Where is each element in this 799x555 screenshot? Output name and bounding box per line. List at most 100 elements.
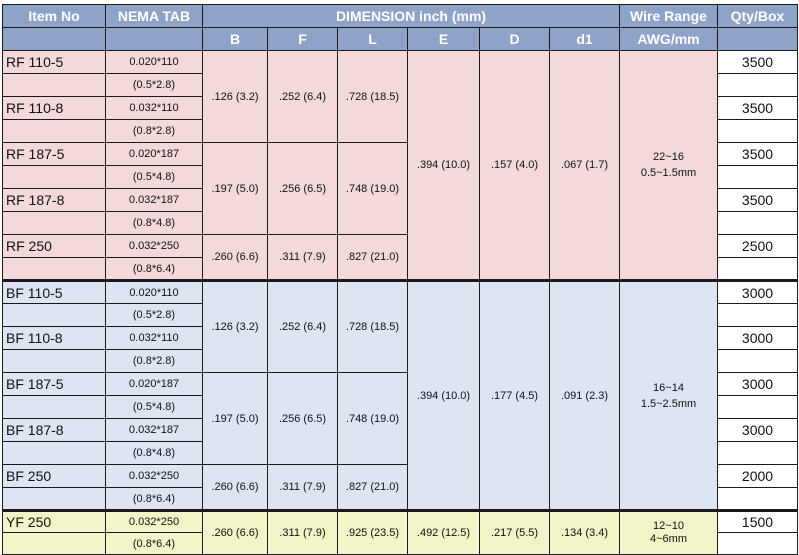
dim-f-cell: .252 (6.4): [267, 50, 338, 143]
table-row: (0.8*6.4): [2, 487, 798, 511]
nema-tab-mm-cell: (0.8*6.4): [105, 487, 203, 511]
item-blank-cell: [2, 303, 106, 327]
header-blank: [717, 27, 798, 51]
item-blank-cell: [2, 441, 106, 465]
qty-blank-cell: [717, 257, 798, 281]
nema-tab-cell: 0.020*110: [105, 279, 203, 304]
dim-l-cell: .748 (19.0): [337, 372, 408, 465]
nema-tab-cell: 0.032*250: [105, 464, 203, 488]
nema-tab-cell: 0.020*187: [105, 142, 203, 166]
qty-cell: 3500: [717, 142, 798, 166]
wire-range-cell: 12~10 4~6mm: [619, 509, 718, 555]
wire-awg: 12~10: [653, 520, 684, 532]
header-f: F: [267, 27, 338, 51]
qty-cell: 2000: [717, 464, 798, 488]
qty-cell: 3000: [717, 279, 798, 304]
nema-tab-cell: 0.020*187: [105, 372, 203, 396]
header-e: E: [407, 27, 480, 51]
qty-blank-cell: [717, 211, 798, 235]
item-blank-cell: [2, 211, 106, 235]
qty-blank-cell: [717, 395, 798, 419]
item-blank-cell: [2, 257, 106, 281]
dim-d-cell: .217 (5.5): [479, 509, 550, 555]
wire-mm: 1.5~2.5mm: [640, 397, 697, 410]
item-blank-cell: [2, 395, 106, 419]
item-no-cell: RF 110-8: [2, 96, 106, 120]
dim-e-cell: .394 (10.0): [407, 50, 480, 281]
dim-f-cell: .252 (6.4): [267, 279, 338, 373]
wire-mm: 0.5~1.5mm: [640, 167, 697, 179]
qty-blank-cell: [717, 73, 798, 97]
nema-tab-mm-cell: (0.5*4.8): [105, 395, 203, 419]
dim-f-cell: .256 (6.5): [267, 372, 338, 465]
table-row: RF 110-5 0.020*110 .126 (3.2) .252 (6.4)…: [2, 50, 798, 281]
item-no-cell: RF 187-8: [2, 188, 106, 212]
item-no-cell: RF 187-5: [2, 142, 106, 166]
item-blank-cell: [2, 487, 106, 511]
table-row: (0.5*4.8): [2, 165, 798, 189]
dim-l-cell: .728 (18.5): [337, 50, 408, 143]
nema-tab-mm-cell: (0.8*4.8): [105, 441, 203, 465]
dim-f-cell: .256 (6.5): [267, 142, 338, 235]
item-blank-cell: [2, 119, 106, 143]
table-row: (0.8*6.4): [2, 257, 798, 281]
item-no-cell: BF 250: [2, 464, 106, 488]
header-nema-tab: NEMA TAB: [105, 4, 203, 28]
item-no-cell: BF 110-5: [2, 279, 106, 304]
table-row: RF 187-5 0.020*187 .197 (5.0) .256 (6.5)…: [2, 142, 798, 235]
nema-tab-mm-cell: (0.5*2.8): [105, 73, 203, 97]
qty-blank-cell: [717, 532, 798, 555]
wire-range-cell: 16~14 1.5~2.5mm: [619, 279, 718, 511]
dim-d1-cell: .091 (2.3): [549, 279, 620, 511]
nema-tab-mm-cell: (0.8*2.8): [105, 119, 203, 143]
wire-awg: 22~16: [653, 151, 684, 163]
header-d1: d1: [549, 27, 620, 51]
table-row: (0.5*2.8): [2, 73, 798, 97]
header-dimension: DIMENSION inch (mm): [202, 4, 620, 28]
dim-b-cell: .197 (5.0): [202, 142, 268, 235]
table-row: (0.8*4.8): [2, 211, 798, 235]
item-no-cell: RF 110-5: [2, 50, 106, 74]
dim-f-cell: .311 (7.9): [267, 464, 338, 511]
table-row: RF 250 0.032*250 .260 (6.6) .311 (7.9) .…: [2, 234, 798, 281]
dim-d-cell: .177 (4.5): [479, 279, 550, 511]
nema-tab-cell: 0.020*110: [105, 50, 203, 74]
table-row: (0.8*4.8): [2, 441, 798, 465]
item-blank-cell: [2, 165, 106, 189]
dim-l-cell: .748 (19.0): [337, 142, 408, 235]
dim-d-cell: .157 (4.0): [479, 50, 550, 281]
table-row: (0.8*2.8): [2, 119, 798, 143]
header-awg-mm: AWG/mm: [619, 27, 718, 51]
dim-l-cell: .827 (21.0): [337, 464, 408, 511]
item-blank-cell: [2, 532, 106, 555]
nema-tab-mm-cell: (0.5*2.8): [105, 303, 203, 327]
nema-tab-cell: 0.032*250: [105, 509, 203, 533]
header-b: B: [202, 27, 268, 51]
wire-range-cell: 22~16 0.5~1.5mm: [619, 50, 718, 281]
qty-cell: 3500: [717, 188, 798, 212]
nema-tab-cell: 0.032*250: [105, 234, 203, 258]
qty-cell: 1500: [717, 509, 798, 533]
qty-blank-cell: [717, 441, 798, 465]
item-blank-cell: [2, 349, 106, 373]
nema-tab-mm-cell: (0.8*4.8): [105, 211, 203, 235]
dim-l-cell: .925 (23.5): [337, 509, 408, 555]
nema-tab-cell: 0.032*187: [105, 418, 203, 442]
dim-b-cell: .126 (3.2): [202, 279, 268, 373]
dim-l-cell: .728 (18.5): [337, 279, 408, 373]
table-row: (0.5*4.8): [2, 395, 798, 419]
item-no-cell: BF 187-5: [2, 372, 106, 396]
item-no-cell: BF 110-8: [2, 326, 106, 350]
table-row: BF 110-8 0.032*110 3000: [2, 326, 798, 350]
header-qty-box: Qty/Box: [717, 4, 798, 28]
nema-tab-mm-cell: (0.8*2.8): [105, 349, 203, 373]
item-no-cell: BF 187-8: [2, 418, 106, 442]
table-row: BF 187-5 0.020*187 .197 (5.0) .256 (6.5)…: [2, 372, 798, 465]
qty-cell: 3000: [717, 326, 798, 350]
table-row: BF 250 0.032*250 .260 (6.6) .311 (7.9) .…: [2, 464, 798, 511]
qty-cell: 3000: [717, 418, 798, 442]
table-row: RF 110-8 0.032*110 3500: [2, 96, 798, 120]
qty-cell: 3500: [717, 50, 798, 74]
qty-blank-cell: [717, 303, 798, 327]
qty-blank-cell: [717, 487, 798, 511]
